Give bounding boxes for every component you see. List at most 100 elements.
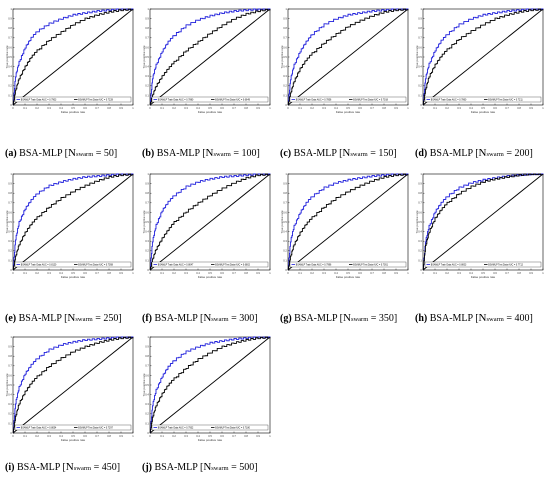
x-tick-label: 0.2 <box>445 106 449 110</box>
y-axis-label: True positive rate <box>5 210 9 233</box>
roc-panel-h: 0 0.1 0.2 0.3 0.4 0.5 0.6 0.7 0.8 0.9 1 0 0.1 0.2 0.3 0… <box>415 168 550 328</box>
x-tick-label: 0.1 <box>160 271 164 275</box>
caption-title: BSA-MLP [ <box>427 148 479 159</box>
caption-n-subscript: swarm <box>350 316 369 323</box>
roc-plot-e: 0 0.1 0.2 0.3 0.4 0.5 0.6 0.7 0.8 0.9 100.10.20.30… <box>5 172 134 279</box>
y-tick-label: 0.8 <box>145 191 149 195</box>
y-tick-label: 0.2 <box>145 412 149 416</box>
x-tick-label: 0.7 <box>232 434 236 438</box>
y-tick-label: 0.2 <box>145 249 149 253</box>
y-tick-label: 0 <box>147 103 149 107</box>
x-tick-label: 0.9 <box>529 271 533 275</box>
x-tick-label: 0.8 <box>517 271 521 275</box>
y-tick-label: 0.7 <box>8 36 12 40</box>
x-tick-label: 0.7 <box>232 271 236 275</box>
x-tick-label: 0.5 <box>346 106 350 110</box>
x-tick-label: 0.2 <box>35 434 39 438</box>
x-tick-label: 1 <box>269 271 271 275</box>
caption-n-symbol: N <box>203 312 212 324</box>
caption-label: (h) <box>415 313 428 324</box>
y-tick-label: 0 <box>10 431 12 435</box>
x-axis-label: False positive rate <box>471 110 496 114</box>
diagonal-reference-line <box>422 173 544 271</box>
roc-plot-f: 0 0.1 0.2 0.3 0.4 0.5 0.6 0.7 0.8 0.9 100.10.20.30… <box>142 172 271 279</box>
y-tick-label: 0.5 <box>145 55 149 59</box>
y-tick-label: 0.6 <box>8 373 12 377</box>
legend-box <box>289 261 407 268</box>
x-tick-label: 0.4 <box>59 271 63 275</box>
x-tick-label: 1 <box>269 434 271 438</box>
diagonal-reference-line <box>149 8 271 106</box>
x-tick-label: 0.5 <box>208 434 212 438</box>
y-tick-label: 0.2 <box>418 84 422 88</box>
test-roc-curve <box>13 173 134 271</box>
y-tick-label: 0.8 <box>145 354 149 358</box>
x-tick-label: 0.7 <box>370 271 374 275</box>
caption-label: (i) <box>5 462 15 473</box>
legend: BSAMLP Train Data AUC = 0.7996 BSAMLP Tes… <box>289 261 407 268</box>
y-tick-label: 0.3 <box>418 239 422 243</box>
y-tick-label: 0 <box>285 103 287 107</box>
y-tick-label: 0.6 <box>418 210 422 214</box>
y-tick-label: 0.7 <box>145 36 149 40</box>
x-tick-label: 0.8 <box>244 434 248 438</box>
y-tick-label: 0.1 <box>145 258 149 262</box>
panel-caption-c: (c) BSA-MLP [Nswarm = 150] <box>280 147 397 159</box>
y-tick-label: 0.4 <box>145 393 149 397</box>
diagonal-reference-line <box>287 173 409 271</box>
train-roc-curve <box>288 173 409 271</box>
y-tick-label: 0 <box>10 103 12 107</box>
test-roc-curve <box>423 8 544 106</box>
y-tick-label: 0.6 <box>145 45 149 49</box>
x-tick-label: 0.6 <box>220 271 224 275</box>
y-tick-label: 0.3 <box>418 74 422 78</box>
y-tick-label: 0.2 <box>8 412 12 416</box>
x-axis-label: False positive rate <box>198 438 223 442</box>
y-tick-label: 0 <box>10 268 12 272</box>
x-tick-label: 0 <box>422 271 424 275</box>
y-tick-label: 0 <box>147 268 149 272</box>
x-tick-label: 0.4 <box>196 434 200 438</box>
test-roc-curve <box>13 8 134 106</box>
y-tick-label: 0.8 <box>418 191 422 195</box>
x-tick-label: 1 <box>132 271 134 275</box>
diagonal-reference-line <box>149 173 271 271</box>
caption-label: (b) <box>142 148 155 159</box>
x-tick-label: 1 <box>132 434 134 438</box>
roc-plot-g: 0 0.1 0.2 0.3 0.4 0.5 0.6 0.7 0.8 0.9 100.10.20.30… <box>280 172 409 279</box>
caption-n-subscript: swarm <box>75 316 93 323</box>
x-axis-label: False positive rate <box>471 275 496 279</box>
y-tick-label: 0.2 <box>8 249 12 253</box>
caption-n-subscript: swarm <box>73 465 92 472</box>
y-tick-label: 0.5 <box>418 220 422 224</box>
x-tick-label: 0.5 <box>71 106 75 110</box>
x-tick-label: 0.6 <box>493 106 497 110</box>
x-axis-label: False positive rate <box>336 275 361 279</box>
panel-caption-b: (b) BSA-MLP [Nswarm = 100] <box>142 147 260 159</box>
caption-n-subscript: swarm <box>486 316 504 323</box>
y-tick-label: 1 <box>147 172 149 176</box>
train-roc-curve <box>13 336 134 434</box>
y-tick-label: 0.5 <box>283 55 287 59</box>
x-tick-label: 0.4 <box>469 106 473 110</box>
caption-title: BSA-MLP [ <box>154 148 206 159</box>
x-tick-label: 0.6 <box>83 271 87 275</box>
y-tick-label: 0.2 <box>145 84 149 88</box>
roc-plot-a: 0 0.1 0.2 0.3 0.4 0.5 0.6 0.7 0.8 0.9 100.10.20.30… <box>5 7 134 114</box>
x-tick-label: 0.7 <box>505 106 509 110</box>
test-roc-curve <box>288 173 409 271</box>
y-tick-label: 0 <box>420 103 422 107</box>
legend-test-label: BSAMLP Test Data AUC = 0.7228 <box>78 98 113 101</box>
legend-box <box>14 96 132 103</box>
caption-label: (e) <box>5 313 17 324</box>
x-tick-label: 0.8 <box>382 106 386 110</box>
y-axis-label: True positive rate <box>142 45 146 68</box>
y-tick-label: 0.9 <box>283 182 287 186</box>
x-tick-label: 0.8 <box>244 106 248 110</box>
x-tick-label: 0.1 <box>298 106 302 110</box>
caption-n-symbol: N <box>67 147 76 159</box>
y-tick-label: 0.2 <box>283 84 287 88</box>
legend-box <box>424 96 542 103</box>
train-roc-curve <box>13 8 134 106</box>
caption-label: (g) <box>280 313 292 324</box>
